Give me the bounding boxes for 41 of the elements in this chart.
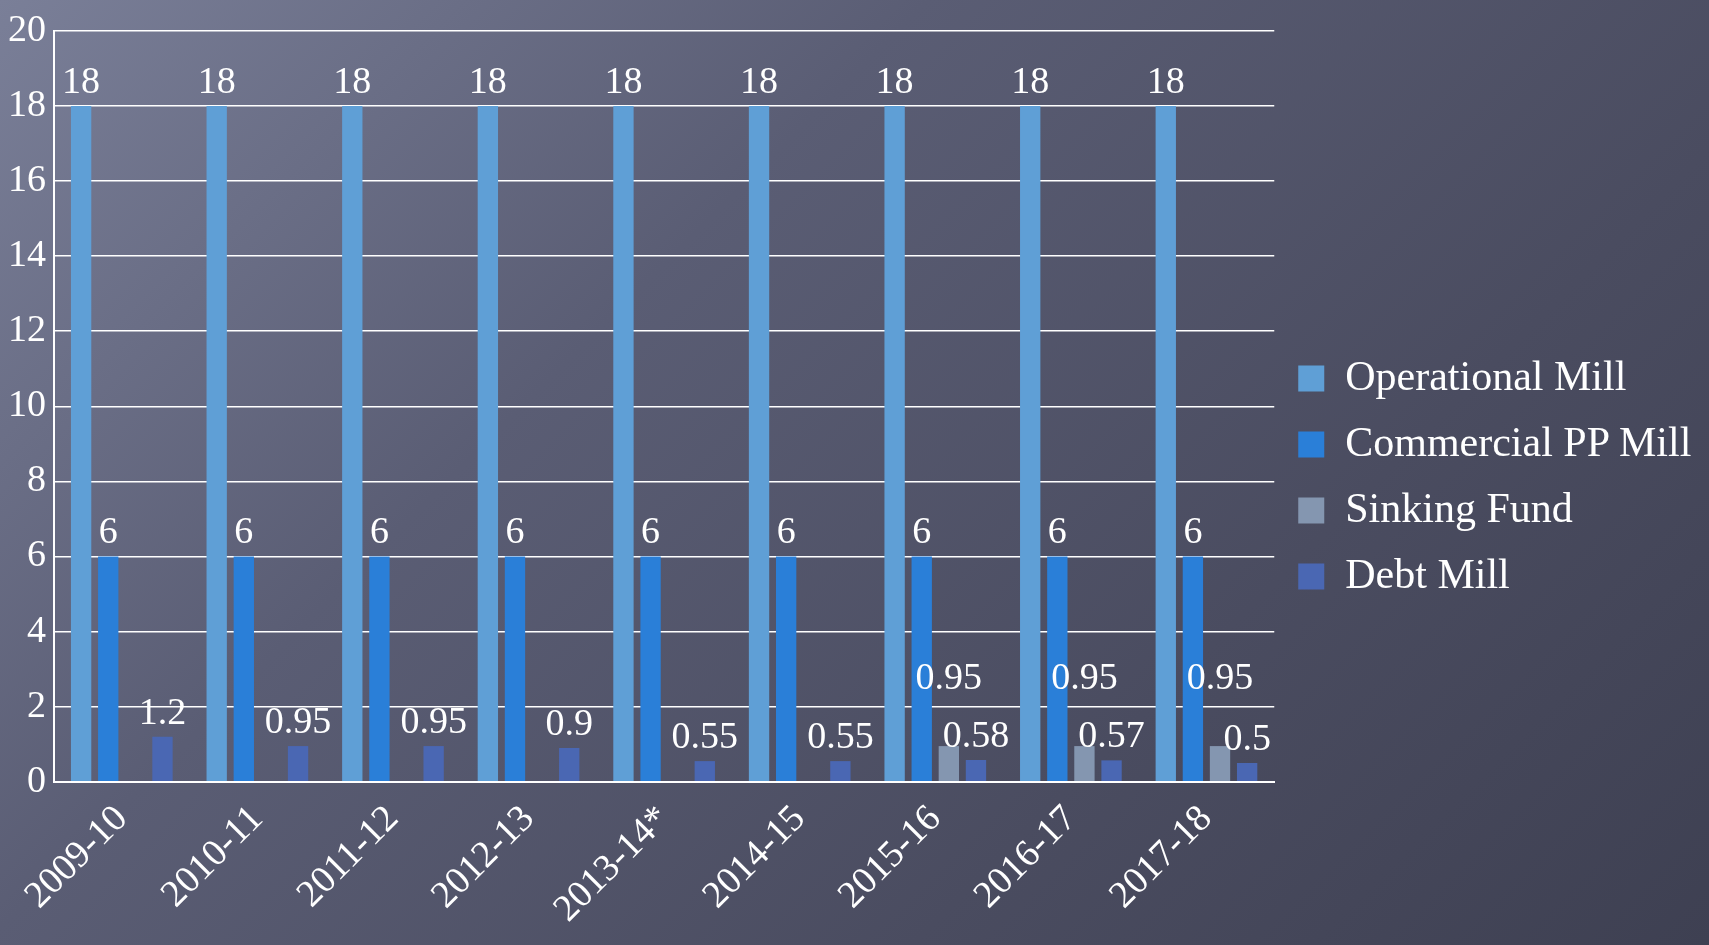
data-label: 18 [62,58,101,101]
y-tick-label: 16 [8,156,46,199]
y-tick-label: 2 [27,682,46,725]
data-label: 0.95 [400,699,467,742]
data-label: 6 [369,509,389,552]
y-tick-label: 20 [8,6,46,49]
data-label: 18 [1146,58,1185,101]
data-label: 18 [1011,58,1050,101]
data-label: 0.57 [1078,713,1145,756]
legend-label: Commercial PP Mill [1345,418,1692,465]
data-label: 0.5 [1223,715,1271,758]
data-label: 6 [234,509,254,552]
legend-label: Operational Mill [1345,352,1627,399]
data-label: 18 [197,58,236,101]
data-label: 0.58 [942,712,1010,755]
data-label: 18 [468,58,507,101]
data-label: 0.55 [671,714,739,757]
y-tick-label: 10 [8,382,46,425]
data-label: 6 [776,509,796,552]
y-tick-label: 0 [27,757,46,800]
legend-label: Debt Mill [1345,550,1510,597]
data-label: 6 [912,509,932,552]
y-tick-label: 14 [8,232,46,275]
data-label: 18 [740,58,779,101]
y-tick-label: 6 [27,532,46,575]
y-tick-label: 4 [27,607,46,650]
data-label: 0.9 [545,700,593,743]
data-label: 6 [1047,509,1067,552]
y-tick-label: 18 [8,81,46,124]
y-tick-label: 8 [27,457,46,500]
data-label: 18 [604,58,643,101]
data-label: 0.95 [264,699,332,742]
data-label: 6 [98,509,118,552]
y-tick-label: 12 [8,307,46,350]
data-label: 6 [1183,509,1203,552]
data-label: 18 [333,58,372,101]
legend-label: Sinking Fund [1345,484,1573,531]
data-label: 6 [505,509,525,552]
data-label: 18 [875,58,914,101]
data-label: 0.55 [807,714,874,757]
data-label: 6 [641,509,661,552]
